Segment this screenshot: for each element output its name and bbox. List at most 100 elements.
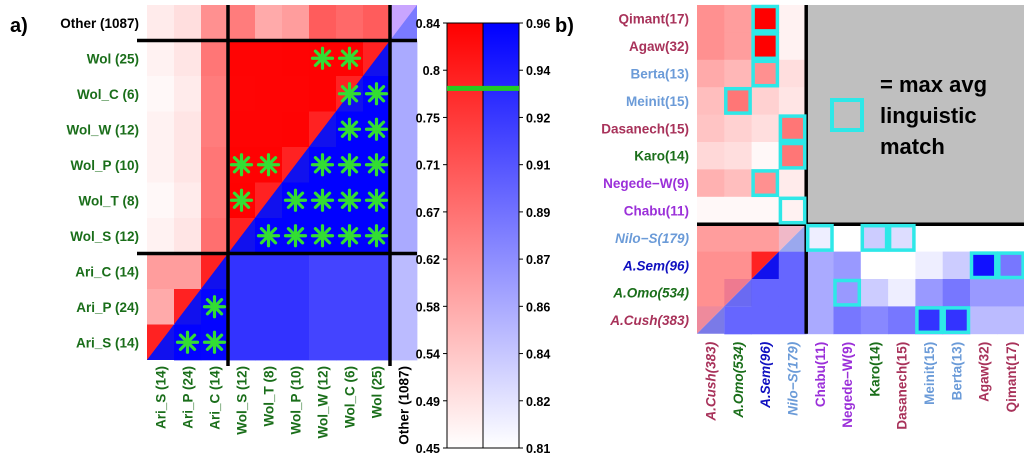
diagonal-cell-blue [363,40,390,76]
red-colorbar [446,22,484,449]
heatmap-cell [336,253,364,290]
max-match-highlight [778,114,807,143]
heatmap-cell [174,218,202,254]
heatmap-cell [751,87,780,115]
col-label: Negede−W(9) [840,342,855,428]
heatmap-cell [363,253,391,290]
heatmap-cell [201,5,229,41]
col-label: A.Omo(534) [731,341,746,418]
heatmap-cell [390,324,418,361]
heatmap-cell [997,279,1024,307]
heatmap-cell [751,306,780,335]
heatmap-cell [255,289,283,325]
blue-colorbar-tick: 0.82 [526,395,550,409]
heatmap-cell [751,5,780,33]
col-label: Qimant(17) [1004,342,1019,413]
row-label: Wol_S (12) [70,229,139,244]
heatmap-cell [888,224,916,252]
heatmap-cell [147,253,175,290]
legend-text: = max avg [880,72,987,97]
heatmap-cell [724,196,752,225]
max-match-highlight [778,196,807,225]
heatmap-cell [806,306,834,335]
row-label: Meinit(15) [626,94,689,109]
heatmap-cell [147,5,175,41]
heatmap-cell [174,111,202,148]
red-colorbar-tick: 0.75 [416,111,440,125]
heatmap-cell [697,224,725,252]
blue-colorbar-tick: 0.84 [526,348,550,362]
significance-star [283,188,308,212]
heatmap-cell [860,224,889,252]
heatmap-cell [915,279,944,307]
heatmap-cell [778,251,807,280]
heatmap-cell [147,289,175,325]
col-label: Ari_S (14) [154,366,169,429]
heatmap-cell [751,142,780,170]
max-match-highlight [833,278,862,307]
heatmap-cell [724,32,752,61]
cross-cell-red [724,279,752,307]
red-colorbar-tick: 0.8 [423,64,440,78]
row-label: A.Omo(534) [612,286,689,301]
heatmap-cell [888,306,916,335]
heatmap-cell [147,182,175,219]
panel-a-heatmap [137,5,418,366]
heatmap-cell [778,169,807,198]
heatmap-cell [806,224,834,252]
row-label: Agaw(32) [629,39,689,54]
heatmap-cell [997,224,1024,252]
significance-star [337,188,362,212]
max-match-highlight [724,86,752,115]
heatmap-cell [860,279,889,307]
heatmap-cell [201,218,229,254]
significance-star [256,153,281,177]
significance-star [256,224,281,248]
legend-highlight-swatch [830,98,864,132]
heatmap-cell [860,251,889,280]
col-label: Wol_T (8) [262,366,277,427]
max-match-highlight [751,169,780,198]
significance-star [337,117,362,141]
heatmap-cell [751,196,780,225]
red-colorbar-tick: 0.49 [416,395,440,409]
heatmap-cell [336,5,364,41]
red-colorbar-tick: 0.62 [416,253,440,267]
heatmap-cell [888,251,916,280]
legend-text: match [880,134,945,159]
blue-colorbar-tick: 0.89 [526,206,550,220]
diagonal-cell-blue [201,253,228,289]
heatmap-cell [390,218,418,254]
heatmap-cell [201,40,229,77]
max-match-highlight [751,4,780,33]
gray-block [806,5,1024,225]
max-match-highlight [997,251,1024,280]
heatmap-cell [778,5,807,33]
significance-star [337,153,362,177]
heatmap-cell [833,224,862,252]
heatmap-cell [174,253,202,290]
col-label: Karo(14) [867,342,882,397]
heatmap-cell [147,40,175,77]
heatmap-cell [174,182,202,219]
blue-colorbar-tick: 0.87 [526,253,550,267]
significance-star [337,82,362,106]
heatmap-cell [201,111,229,148]
heatmap-cell [147,218,175,254]
heatmap-cell [751,169,780,198]
heatmap-cell [697,251,725,280]
blue-colorbar-tick: 0.94 [526,64,550,78]
heatmap-cell [336,324,364,361]
heatmap-cell [147,111,175,148]
red-colorbar-tick: 0.67 [416,206,440,220]
cross-cell-blue [697,306,725,334]
max-match-highlight [805,223,834,252]
significance-star [364,117,389,141]
significance-star [229,153,254,177]
red-colorbar-tick: 0.45 [416,442,440,456]
significance-star [364,82,389,106]
max-match-highlight [969,251,998,280]
col-label: Chabu(11) [813,342,828,407]
blue-colorbar-tick: 0.91 [526,159,550,173]
blue-colorbar [482,22,520,449]
